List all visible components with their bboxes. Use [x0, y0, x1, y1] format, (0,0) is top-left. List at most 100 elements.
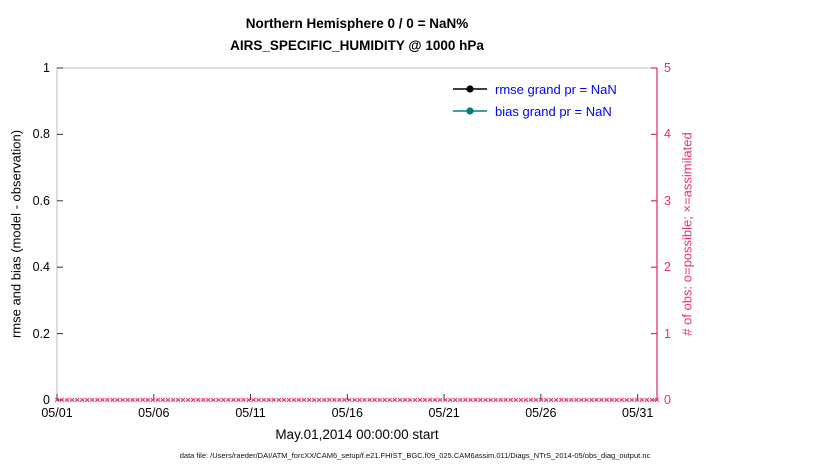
obs-count-marker: ×: [412, 395, 417, 405]
obs-count-marker: ×: [503, 395, 508, 405]
obs-count-marker: ×: [54, 395, 59, 405]
obs-count-marker: ×: [251, 395, 256, 405]
rmse-line-marker-icon: [453, 85, 487, 93]
obs-count-marker: ×: [554, 395, 559, 405]
obs-count-marker: ×: [538, 395, 543, 405]
obs-count-marker: ×: [185, 395, 190, 405]
x-tick-label: 05/26: [525, 406, 557, 420]
obs-count-marker: ×: [397, 395, 402, 405]
obs-count-marker: ×: [281, 395, 286, 405]
y-left-tick-label: 1: [43, 61, 50, 75]
obs-count-marker: ×: [619, 395, 624, 405]
obs-count-marker: ×: [488, 395, 493, 405]
obs-count-marker: ×: [453, 395, 458, 405]
y-left-tick-label: 0.6: [32, 193, 50, 208]
obs-count-marker: ×: [296, 395, 301, 405]
obs-count-marker: ×: [95, 395, 100, 405]
obs-count-marker: ×: [644, 395, 649, 405]
bias-line-marker-icon: [453, 107, 487, 115]
obs-count-marker: ×: [261, 395, 266, 405]
obs-count-marker: ×: [85, 395, 90, 405]
obs-count-marker: ×: [266, 395, 271, 405]
legend-item-rmse: rmse grand pr = NaN: [452, 80, 617, 98]
obs-count-marker: ×: [236, 395, 241, 405]
obs-count-marker: ×: [155, 395, 160, 405]
obs-count-marker: ×: [180, 395, 185, 405]
obs-count-marker: ×: [110, 395, 115, 405]
obs-count-marker: ×: [382, 395, 387, 405]
obs-count-marker: ×: [478, 395, 483, 405]
y-left-tick-label: 0: [43, 393, 50, 407]
obs-count-marker: ×: [322, 395, 327, 405]
y-right-tick-label: 1: [664, 326, 671, 341]
obs-count-marker: ×: [493, 395, 498, 405]
obs-count-marker: ×: [473, 395, 478, 405]
obs-count-marker: ×: [417, 395, 422, 405]
obs-count-marker: ×: [564, 395, 569, 405]
obs-count-marker: ×: [130, 395, 135, 405]
y-axis-label-left: rmse and bias (model - observation): [8, 129, 24, 339]
obs-count-marker: ×: [584, 395, 589, 405]
obs-count-marker: ×: [574, 395, 579, 405]
obs-count-marker: ×: [206, 395, 211, 405]
obs-count-marker: ×: [639, 395, 644, 405]
obs-count-marker: ×: [69, 395, 74, 405]
obs-count-marker: ×: [317, 395, 322, 405]
obs-count-marker: ×: [609, 395, 614, 405]
obs-count-marker: ×: [312, 395, 317, 405]
legend-label-rmse: rmse grand pr = NaN: [495, 81, 617, 97]
obs-count-marker: ×: [100, 395, 105, 405]
obs-count-marker: ×: [438, 395, 443, 405]
obs-count-marker: ×: [160, 395, 165, 405]
obs-count-marker: ×: [407, 395, 412, 405]
obs-count-marker: ×: [241, 395, 246, 405]
x-axis-label: May.01,2014 00:00:00 start: [275, 427, 439, 442]
obs-count-marker: ×: [614, 395, 619, 405]
y-right-tick-label: 3: [664, 193, 671, 208]
obs-count-marker: ×: [543, 395, 548, 405]
obs-count-marker: ×: [145, 395, 150, 405]
obs-count-marker: ×: [468, 395, 473, 405]
y-right-tick-label: 4: [664, 127, 671, 142]
obs-count-marker: ×: [59, 395, 64, 405]
x-tick-label: 05/31: [622, 406, 654, 420]
x-tick-label: 05/11: [235, 406, 266, 420]
obs-count-marker: ×: [256, 395, 261, 405]
obs-count-marker: ×: [306, 395, 311, 405]
obs-count-marker: ×: [362, 395, 367, 405]
obs-count-marker: ×: [231, 395, 236, 405]
obs-count-marker: ×: [523, 395, 528, 405]
obs-count-marker: ×: [367, 395, 372, 405]
obs-count-marker: ×: [634, 395, 639, 405]
y-right-tick-label: 2: [664, 260, 671, 275]
obs-count-marker: ×: [170, 395, 175, 405]
obs-count-marker: ×: [90, 395, 95, 405]
obs-count-marker: ×: [357, 395, 362, 405]
obs-count-marker: ×: [508, 395, 513, 405]
obs-count-marker: ×: [579, 395, 584, 405]
obs-count-marker: ×: [226, 395, 231, 405]
obs-count-marker: ×: [458, 395, 463, 405]
obs-count-marker: ×: [377, 395, 382, 405]
obs-count-marker: ×: [483, 395, 488, 405]
obs-count-marker: ×: [387, 395, 392, 405]
obs-count-marker: ×: [443, 395, 448, 405]
obs-count-marker: ×: [196, 395, 201, 405]
obs-count-marker: ×: [191, 395, 196, 405]
obs-count-marker: ×: [64, 395, 69, 405]
y-axis-label-right: # of obs: o=possible; ×=assimilated: [679, 132, 695, 336]
obs-count-marker: ×: [332, 395, 337, 405]
obs-count-marker: ×: [211, 395, 216, 405]
obs-count-marker: ×: [337, 395, 342, 405]
obs-count-marker: ×: [372, 395, 377, 405]
obs-count-marker: ×: [569, 395, 574, 405]
obs-count-marker: ×: [392, 395, 397, 405]
obs-count-marker: ×: [352, 395, 357, 405]
obs-count-marker: ×: [548, 395, 553, 405]
obs-count-marker: ×: [327, 395, 332, 405]
obs-count-marker: ×: [654, 395, 659, 405]
obs-count-marker: ×: [448, 395, 453, 405]
chart-title: Northern Hemisphere 0 / 0 = NaN%: [245, 16, 469, 31]
y-left-tick-label: 0.8: [32, 127, 50, 142]
